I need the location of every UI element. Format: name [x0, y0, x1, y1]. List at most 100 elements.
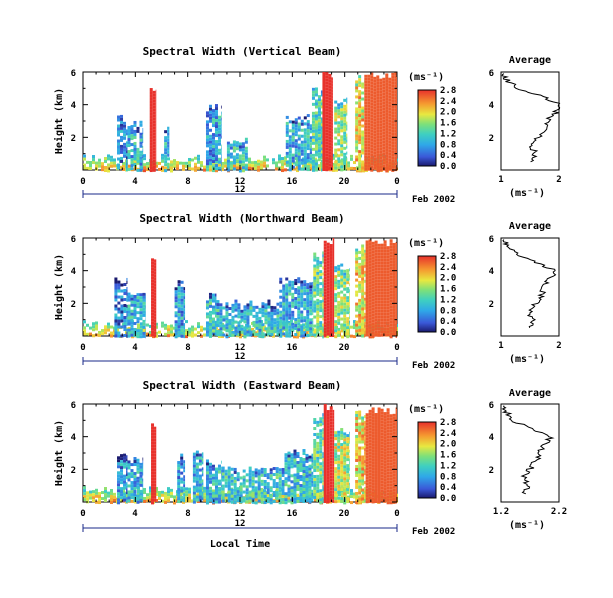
heatmap-cell [355, 113, 359, 117]
heatmap-cell [323, 333, 327, 337]
heatmap-cell [136, 479, 140, 483]
heatmap-cell [364, 146, 368, 150]
heatmap-cell [290, 495, 294, 499]
heatmap-cell [353, 167, 356, 171]
heatmap-cell [233, 500, 237, 504]
heatmap-cell [323, 258, 327, 262]
heatmap-cell [388, 95, 392, 99]
heatmap-cell [323, 255, 327, 259]
heatmap-cell [340, 165, 344, 169]
heatmap-cell [311, 132, 315, 136]
heatmap-cell [230, 476, 234, 480]
heatmap-cell [332, 265, 335, 268]
heatmap-cell [214, 167, 218, 171]
heatmap-cell [309, 294, 313, 298]
heatmap-cell [332, 466, 335, 470]
heatmap-cell [355, 80, 359, 84]
heatmap-cell [152, 168, 156, 172]
heatmap-cell [95, 500, 98, 504]
heatmap-cell [151, 465, 155, 469]
heatmap-cell [195, 477, 199, 481]
heatmap-cell [322, 311, 324, 315]
heatmap-cell [391, 72, 395, 76]
heatmap-cell [320, 159, 323, 163]
heatmap-cell [195, 489, 199, 493]
heatmap-cell [340, 305, 344, 309]
heatmap-cell [332, 165, 335, 169]
heatmap-cell [230, 494, 234, 498]
heatmap-cell [161, 165, 164, 169]
heatmap-cell [364, 80, 368, 84]
heatmap-cell [133, 141, 137, 145]
heatmap-cell [86, 332, 89, 336]
heatmap-cell [208, 313, 212, 317]
heatmap-cell [211, 148, 215, 152]
heatmap-cell [110, 500, 113, 504]
heatmap-cell [368, 248, 372, 252]
heatmap-cell [373, 121, 377, 125]
heatmap-cell [149, 136, 153, 140]
heatmap-cell [293, 479, 297, 483]
heatmap-cell [117, 495, 121, 499]
heatmap-cell [205, 303, 209, 307]
heatmap-cell [379, 90, 383, 94]
heatmap-cell [300, 316, 304, 320]
heatmap-cell [237, 330, 241, 334]
heatmap-cell [257, 162, 260, 166]
heatmap-cell [331, 146, 333, 150]
heatmap-cell [297, 286, 301, 290]
heatmap-cell [261, 311, 265, 315]
heatmap-cell [220, 156, 222, 160]
heatmap-cell [326, 269, 330, 273]
heatmap-cell [322, 428, 324, 432]
heatmap-cell [208, 486, 212, 490]
heatmap-cell [255, 323, 259, 327]
heatmap-cell [383, 303, 387, 307]
heatmap-cell [151, 300, 155, 304]
heatmap-cell [368, 269, 372, 273]
heatmap-cell [328, 118, 332, 122]
avg-x-tick: 1 [498, 341, 503, 351]
heatmap-cell [337, 270, 341, 274]
heatmap-cell [361, 115, 365, 119]
heatmap-cell [142, 146, 144, 150]
heatmap-cell [355, 323, 359, 327]
heatmap-cell [293, 449, 297, 453]
heatmap-cell [328, 145, 332, 149]
heatmap-cell [194, 333, 197, 337]
heatmap-cell [300, 304, 304, 308]
heatmap-cell [329, 451, 333, 455]
heatmap-cell [177, 485, 181, 489]
heatmap-cell [365, 252, 369, 256]
heatmap-cell [139, 489, 143, 493]
heatmap-cell [314, 105, 318, 109]
heatmap-cell [291, 313, 295, 317]
heatmap-cell [120, 490, 124, 494]
heatmap-cell [379, 153, 383, 157]
heatmap-cell [319, 420, 323, 424]
heatmap-cell [152, 123, 156, 127]
heatmap-cell [370, 123, 374, 127]
heatmap-cell [386, 294, 390, 298]
heatmap-cell [320, 138, 323, 142]
heatmap-cell [267, 317, 271, 321]
heatmap-cell [220, 478, 222, 482]
heatmap-cell [383, 297, 387, 301]
heatmap-cell [370, 135, 374, 139]
heatmap-cell [201, 485, 204, 489]
heatmap-cell [164, 136, 168, 140]
heatmap-cell [376, 162, 380, 166]
heatmap-cell [370, 111, 374, 115]
heatmap-cell [136, 497, 140, 501]
heatmap-cell [294, 163, 298, 167]
heatmap-cell [120, 114, 124, 118]
heatmap-cell [340, 168, 344, 172]
heatmap-cell [95, 491, 98, 495]
heatmap-cell [379, 99, 383, 103]
heatmap-cell [368, 317, 372, 321]
heatmap-cell [282, 311, 286, 315]
heatmap-cell [314, 123, 318, 127]
heatmap-cell [309, 297, 313, 301]
heatmap-cell [365, 309, 369, 313]
heatmap-cell [114, 304, 118, 308]
